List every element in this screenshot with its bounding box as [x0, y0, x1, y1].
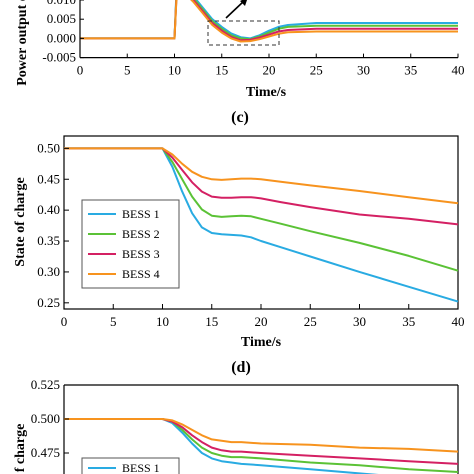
series-line-1	[64, 147, 459, 303]
panel-c-series	[80, 0, 458, 43]
panel-d-y-ticks: 0.25 0.30 0.35 0.40 0.45 0.50	[37, 140, 69, 310]
panel-d-ylabel: State of charge	[13, 177, 28, 266]
y-tick-label: 0.500	[31, 411, 60, 426]
panel-e-legend: BESS 1	[88, 461, 160, 474]
panel-e-legend-box	[81, 457, 180, 474]
y-tick-label: -0.005	[42, 50, 76, 65]
x-tick-label: 20	[263, 63, 276, 78]
panel-c-x-ticks: 0 5 10 15 20 25 30 35 40	[77, 53, 465, 78]
y-tick-label: 0.45	[37, 171, 60, 186]
legend-label: BESS 3	[122, 247, 160, 261]
panel-d-x-ticks: 0 5 10 15 20 25 30 35 40	[61, 304, 465, 329]
x-tick-label: 30	[353, 314, 366, 329]
series-line-4	[64, 418, 459, 453]
series-line-4	[80, 0, 458, 43]
y-tick-label: 0.30	[37, 264, 60, 279]
panel-d: 0.25 0.30 0.35 0.40 0.45 0.50 0 5 10 15 20 25 30 35 4…	[13, 135, 465, 376]
panel-c: -0.005 0.000 0.005 0.010 0 5 10 15 20 25 30 35 40 P…	[15, 0, 465, 126]
y-tick-label: 0.25	[37, 295, 60, 310]
series-line-3	[64, 418, 459, 465]
x-tick-label: 5	[124, 63, 131, 78]
panel-d-legend: BESS 1 BESS 2 BESS 3 BESS 4	[88, 207, 160, 281]
x-tick-label: 15	[205, 314, 218, 329]
x-tick-label: 40	[452, 314, 465, 329]
series-line-3	[64, 147, 459, 226]
x-tick-label: 35	[404, 63, 417, 78]
x-tick-label: 40	[452, 63, 465, 78]
x-tick-label: 15	[215, 63, 228, 78]
x-tick-label: 25	[304, 314, 317, 329]
panel-d-series	[64, 147, 459, 303]
x-tick-label: 10	[168, 63, 181, 78]
series-line-1	[80, 0, 458, 40]
panel-c-caption: (c)	[231, 109, 249, 126]
x-tick-label: 30	[357, 63, 370, 78]
y-tick-label: 0.010	[47, 0, 76, 7]
y-tick-label: 0.005	[47, 11, 76, 26]
legend-label: BESS 2	[122, 227, 160, 241]
legend-label: BESS 1	[122, 461, 160, 474]
legend-label: BESS 1	[122, 207, 160, 221]
y-tick-label: 0.475	[31, 445, 60, 460]
y-tick-label: 0.35	[37, 233, 60, 248]
series-line-3	[80, 0, 458, 42]
x-tick-label: 0	[61, 314, 68, 329]
x-tick-label: 5	[110, 314, 117, 329]
panel-c-arrow	[225, 0, 247, 19]
panel-c-ylabel: Power output o	[15, 0, 30, 86]
series-line-1	[64, 418, 379, 474]
panel-e-ylabel: f charge	[13, 424, 28, 473]
panel-d-xlabel: Time/s	[241, 335, 282, 350]
y-tick-label: 0.40	[37, 202, 60, 217]
panel-c-zoom-box	[207, 20, 280, 46]
x-tick-label: 20	[255, 314, 268, 329]
y-tick-label: 0.000	[47, 30, 76, 45]
panel-e-series	[64, 418, 459, 474]
x-tick-label: 0	[77, 63, 84, 78]
x-tick-label: 35	[402, 314, 415, 329]
panel-c-xlabel: Time/s	[246, 85, 287, 100]
y-tick-label: 0.525	[31, 377, 60, 392]
series-line-2	[64, 147, 459, 272]
x-tick-label: 25	[310, 63, 323, 78]
panel-d-caption: (d)	[231, 359, 251, 376]
panel-c-y-ticks: -0.005 0.000 0.005 0.010	[42, 0, 84, 65]
series-line-2	[80, 0, 458, 41]
series-line-4	[64, 147, 459, 205]
panel-e-y-ticks: 0.475 0.500 0.525	[31, 377, 69, 460]
y-tick-label: 0.50	[37, 140, 60, 155]
x-tick-label: 10	[156, 314, 169, 329]
legend-label: BESS 4	[122, 267, 160, 281]
panel-e: 0.475 0.500 0.525 BESS 1 f charge	[13, 377, 459, 474]
